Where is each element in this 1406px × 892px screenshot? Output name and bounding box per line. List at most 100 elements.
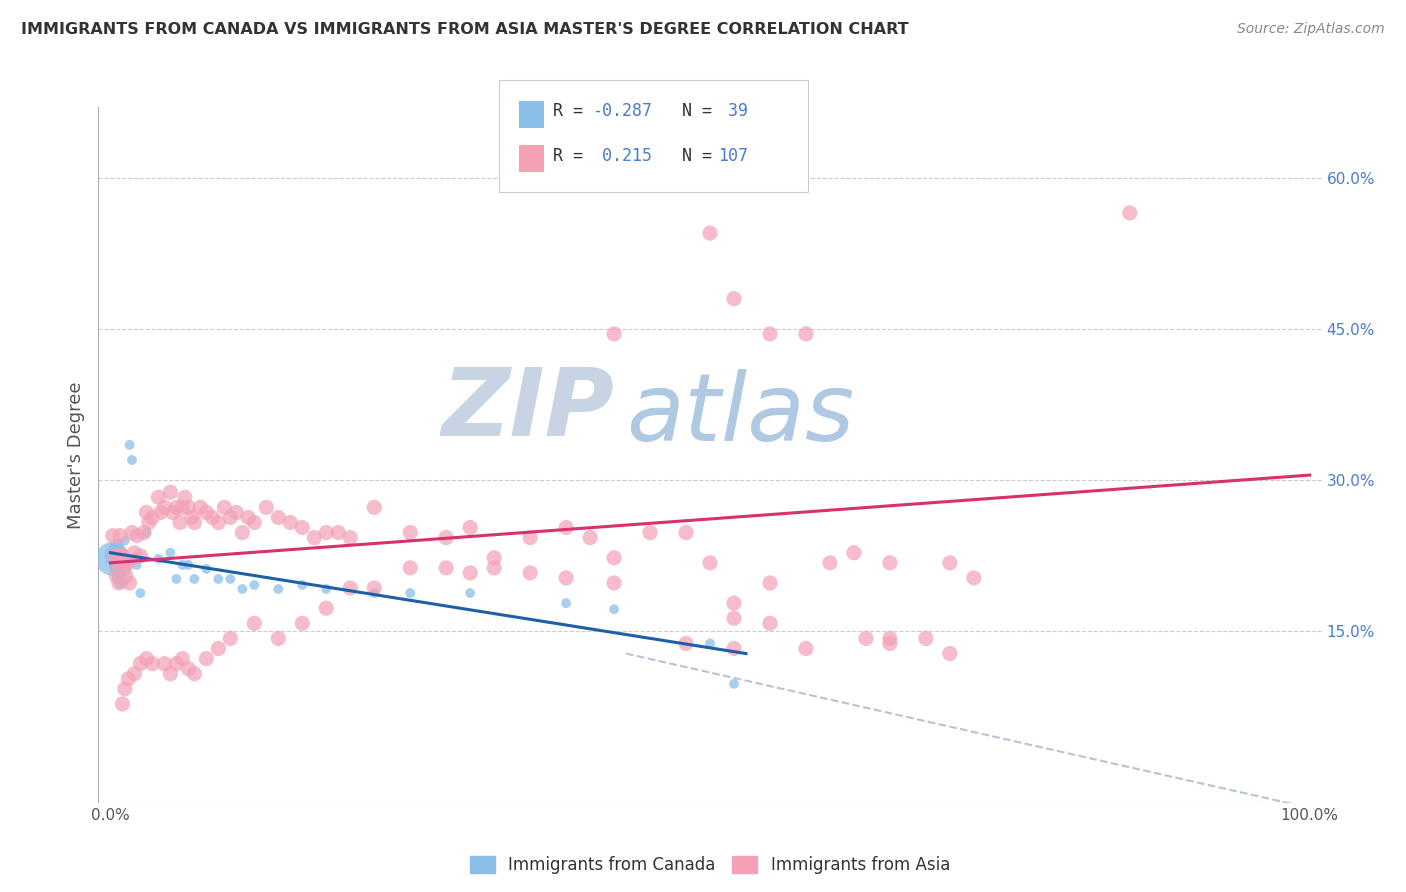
Point xyxy=(399,586,422,600)
Point xyxy=(173,490,195,504)
Point xyxy=(363,581,385,595)
Point xyxy=(148,551,170,566)
Text: 107: 107 xyxy=(718,147,748,165)
Point xyxy=(129,657,152,671)
Text: 39: 39 xyxy=(718,102,748,120)
Point xyxy=(254,500,277,515)
Point xyxy=(939,647,962,661)
Point xyxy=(125,528,148,542)
Point xyxy=(243,516,266,530)
Point xyxy=(138,516,160,530)
Point xyxy=(291,616,314,631)
Point xyxy=(699,556,721,570)
Point xyxy=(169,516,191,530)
Point xyxy=(291,578,314,592)
Point xyxy=(963,571,986,585)
Point xyxy=(153,500,176,515)
Point xyxy=(159,485,181,500)
Point xyxy=(267,582,290,596)
Point xyxy=(104,549,127,563)
Point xyxy=(149,505,172,519)
Text: IMMIGRANTS FROM CANADA VS IMMIGRANTS FROM ASIA MASTER'S DEGREE CORRELATION CHART: IMMIGRANTS FROM CANADA VS IMMIGRANTS FRO… xyxy=(21,22,908,37)
Point xyxy=(183,516,205,530)
Point xyxy=(579,531,602,545)
Point xyxy=(315,582,337,596)
Point xyxy=(638,525,661,540)
Point xyxy=(879,556,901,570)
Point xyxy=(108,528,131,542)
Point xyxy=(482,550,505,565)
Point xyxy=(759,576,782,591)
Point xyxy=(165,500,187,515)
Point xyxy=(434,561,457,575)
Point xyxy=(855,632,877,646)
Point xyxy=(267,510,290,524)
Point xyxy=(291,520,314,534)
Text: Source: ZipAtlas.com: Source: ZipAtlas.com xyxy=(1237,22,1385,37)
Point xyxy=(183,666,205,681)
Point xyxy=(153,657,176,671)
Point xyxy=(482,561,505,575)
Point xyxy=(114,681,136,696)
Point xyxy=(159,546,181,560)
Point xyxy=(107,558,129,573)
Point xyxy=(104,549,127,563)
Point xyxy=(603,326,626,341)
Point xyxy=(219,632,242,646)
Point xyxy=(135,525,157,540)
Point xyxy=(675,525,697,540)
Point xyxy=(110,549,132,563)
Point xyxy=(181,510,204,524)
Point xyxy=(132,525,155,540)
Point xyxy=(225,505,247,519)
Point xyxy=(723,596,745,610)
Point xyxy=(121,453,143,467)
Point xyxy=(108,576,129,591)
Point xyxy=(207,516,229,530)
Point xyxy=(818,556,841,570)
Point xyxy=(207,641,229,656)
Point xyxy=(135,505,157,519)
Text: R =: R = xyxy=(553,102,592,120)
Point xyxy=(118,438,141,452)
Point xyxy=(339,581,361,595)
Point xyxy=(399,561,422,575)
Point xyxy=(124,551,146,566)
Point xyxy=(794,641,817,656)
Point xyxy=(723,611,745,625)
Point xyxy=(363,500,385,515)
Point xyxy=(603,602,626,616)
Point xyxy=(111,549,134,563)
Point xyxy=(101,551,124,566)
Point xyxy=(315,601,337,615)
Point xyxy=(108,569,129,583)
Point xyxy=(238,510,260,524)
Point xyxy=(101,528,124,542)
Point xyxy=(555,571,578,585)
Text: ZIP: ZIP xyxy=(441,364,614,456)
Point xyxy=(115,564,138,578)
Point xyxy=(723,641,745,656)
Point xyxy=(110,549,132,563)
Point xyxy=(141,657,163,671)
Point xyxy=(195,651,218,665)
Point xyxy=(939,556,962,570)
Point xyxy=(555,520,578,534)
Point xyxy=(183,572,205,586)
Point xyxy=(124,666,146,681)
Point xyxy=(759,616,782,631)
Point xyxy=(118,576,141,591)
Point xyxy=(434,531,457,545)
Point xyxy=(105,569,128,583)
Point xyxy=(111,546,134,560)
Text: -0.287: -0.287 xyxy=(592,102,652,120)
Point xyxy=(114,533,136,548)
Point xyxy=(842,546,865,560)
Point xyxy=(519,531,541,545)
Point xyxy=(915,632,938,646)
Point xyxy=(172,651,194,665)
Point xyxy=(231,525,253,540)
Point xyxy=(214,500,236,515)
Point xyxy=(675,636,697,650)
Point xyxy=(458,520,481,534)
